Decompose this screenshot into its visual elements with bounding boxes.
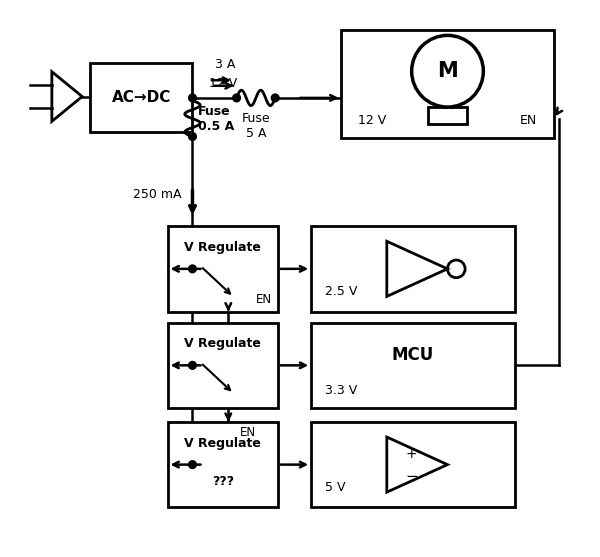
Text: 2.5 V: 2.5 V <box>325 285 357 298</box>
Circle shape <box>188 94 196 102</box>
Text: Fuse
0.5 A: Fuse 0.5 A <box>198 105 234 133</box>
Text: 3.3 V: 3.3 V <box>325 384 357 397</box>
Text: EN: EN <box>520 114 537 127</box>
Bar <box>167 226 278 311</box>
Circle shape <box>233 94 241 102</box>
Text: EN: EN <box>256 293 272 306</box>
Text: +: + <box>406 447 418 461</box>
Text: V Regulate: V Regulate <box>184 241 261 254</box>
Text: 5 V: 5 V <box>325 481 346 494</box>
Circle shape <box>188 361 196 369</box>
Text: EN: EN <box>240 426 256 439</box>
Circle shape <box>271 94 279 102</box>
Circle shape <box>188 461 196 468</box>
Text: Fuse
5 A: Fuse 5 A <box>242 112 270 140</box>
Bar <box>167 323 278 408</box>
Bar <box>91 63 193 133</box>
Circle shape <box>188 265 196 273</box>
Bar <box>167 422 278 507</box>
Text: MCU: MCU <box>392 346 434 364</box>
Text: −: − <box>405 469 418 484</box>
Text: 3 A: 3 A <box>215 58 235 71</box>
Text: V Regulate: V Regulate <box>184 437 261 449</box>
Text: 12 V: 12 V <box>358 114 386 127</box>
Bar <box>428 107 467 124</box>
Bar <box>311 422 515 507</box>
Bar <box>341 30 554 138</box>
Text: AC→DC: AC→DC <box>112 90 171 105</box>
Text: ???: ??? <box>212 475 234 488</box>
Bar <box>311 323 515 408</box>
Text: 250 mA: 250 mA <box>133 188 181 201</box>
Bar <box>311 226 515 311</box>
Text: M: M <box>437 61 458 81</box>
Circle shape <box>188 133 196 140</box>
Text: 12 V: 12 V <box>209 77 237 90</box>
Text: V Regulate: V Regulate <box>184 338 261 350</box>
